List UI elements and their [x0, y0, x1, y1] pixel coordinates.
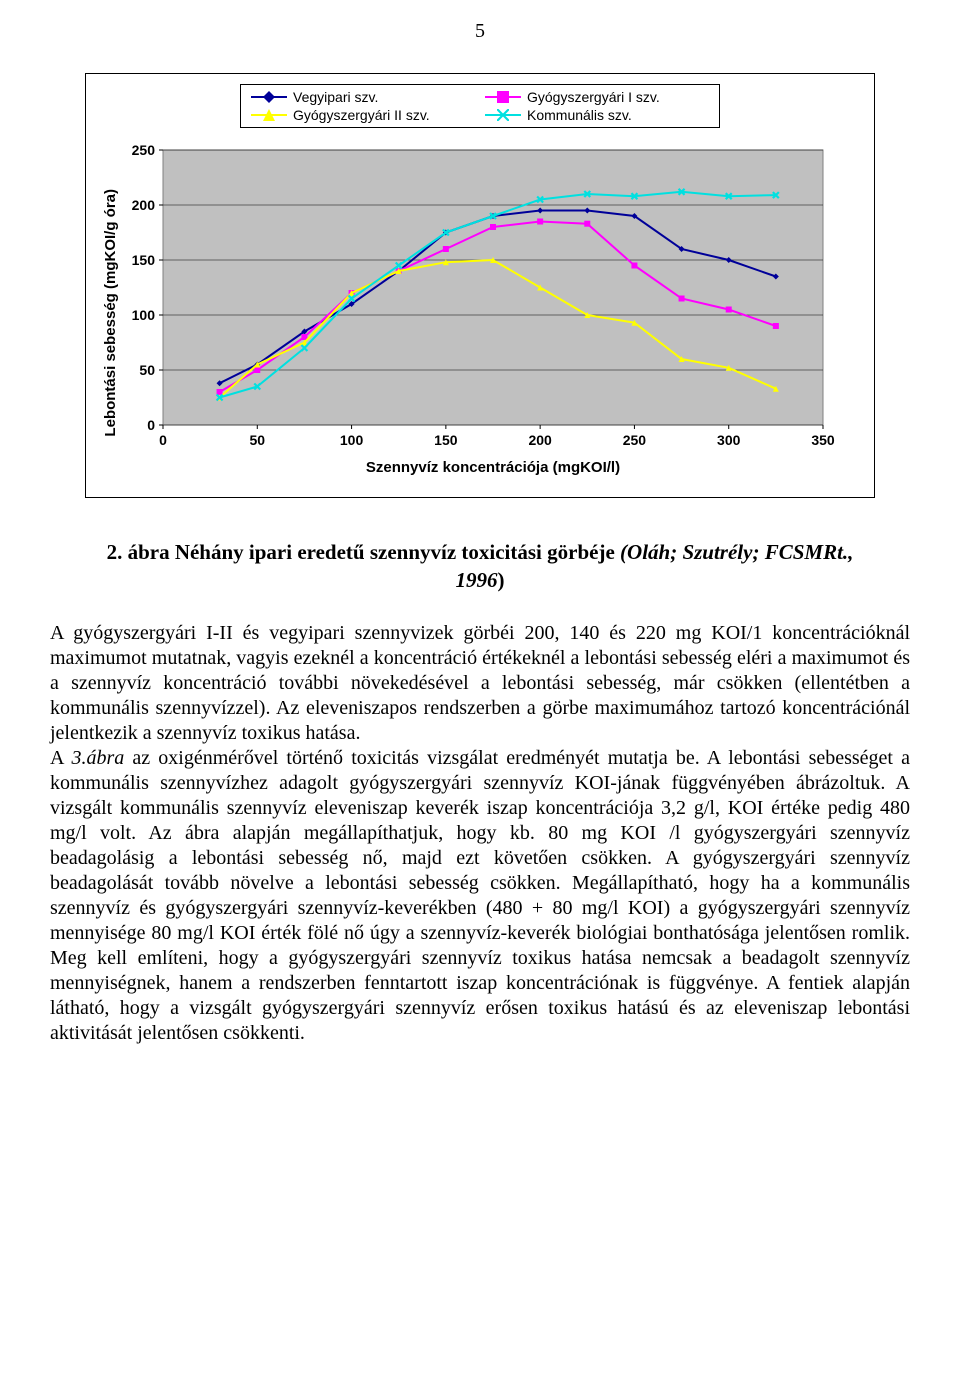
svg-text:150: 150 [132, 252, 156, 268]
svg-text:100: 100 [340, 432, 364, 448]
svg-text:Szennyvíz koncentrációja (mgKO: Szennyvíz koncentrációja (mgKOI/l) [366, 459, 620, 476]
legend-label: Vegyipari szv. [293, 89, 378, 105]
page-number: 5 [50, 20, 910, 43]
legend-swatch [485, 90, 521, 104]
legend-item: Gyógyszergyári I szv. [485, 89, 709, 105]
svg-text:200: 200 [528, 432, 552, 448]
caption-prefix: 2. ábra Néhány ipari eredetű szennyvíz t… [107, 540, 620, 564]
chart-caption: 2. ábra Néhány ipari eredetű szennyvíz t… [90, 538, 870, 595]
svg-text:100: 100 [132, 307, 156, 323]
legend-swatch [485, 108, 521, 122]
svg-text:50: 50 [249, 432, 265, 448]
paragraph-2: A 3.ábra az oxigénmérővel történő toxici… [50, 746, 910, 1046]
paragraph-1: A gyógyszergyári I-II és vegyipari szenn… [50, 621, 910, 746]
legend-item: Vegyipari szv. [251, 89, 475, 105]
chart-svg: 0 50 100 150 200 250 0 50 100 150 200 250 300 350 Szen… [123, 140, 843, 480]
caption-suffix: ) [498, 568, 505, 592]
y-axis-label: Lebontási sebesség (mgKOI/g óra) [98, 189, 123, 437]
legend-label: Gyógyszergyári II szv. [293, 107, 430, 123]
legend-item: Kommunális szv. [485, 107, 709, 123]
svg-text:150: 150 [434, 432, 458, 448]
plot-wrap: Lebontási sebesség (mgKOI/g óra) 0 50 100 1… [98, 140, 862, 485]
svg-text:250: 250 [623, 432, 647, 448]
legend-item: Gyógyszergyári II szv. [251, 107, 475, 123]
legend-label: Gyógyszergyári I szv. [527, 89, 660, 105]
svg-text:50: 50 [139, 362, 155, 378]
body-text: A gyógyszergyári I-II és vegyipari szenn… [50, 621, 910, 1046]
chart-container: Vegyipari szv. Gyógyszergyári I szv. Gyó… [85, 73, 875, 498]
legend-swatch [251, 90, 287, 104]
svg-text:300: 300 [717, 432, 741, 448]
plot-svg-wrap: 0 50 100 150 200 250 0 50 100 150 200 250 300 350 Szen… [123, 140, 862, 485]
legend: Vegyipari szv. Gyógyszergyári I szv. Gyó… [240, 84, 720, 128]
legend-label: Kommunális szv. [527, 107, 632, 123]
legend-swatch [251, 108, 287, 122]
svg-text:0: 0 [147, 417, 155, 433]
svg-text:350: 350 [811, 432, 835, 448]
svg-text:200: 200 [132, 197, 156, 213]
svg-text:0: 0 [159, 432, 167, 448]
svg-text:250: 250 [132, 142, 156, 158]
